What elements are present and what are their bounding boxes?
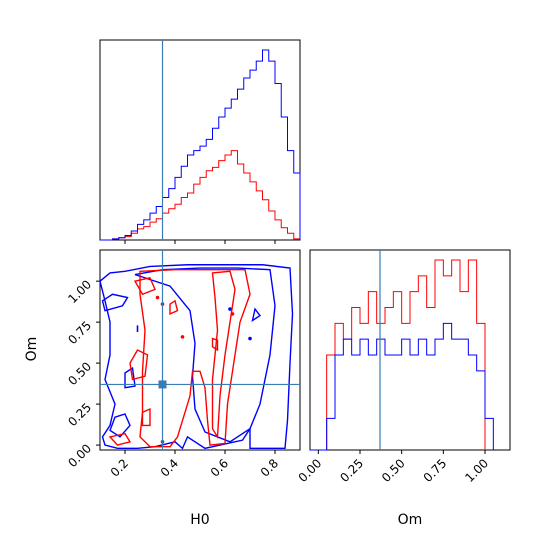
red-small-contour-6 <box>211 337 219 352</box>
joint-x-tick-label: 0.6 <box>208 456 231 479</box>
om-x-tick-label: 1.00 <box>462 456 491 485</box>
joint-x-tick-label: 0.8 <box>258 456 281 479</box>
x-axis-label-h0: H0 <box>190 512 209 528</box>
blue-small-contour-1 <box>101 293 129 312</box>
om-histogram-blue-series <box>310 322 494 451</box>
red-dot-1 <box>155 295 160 300</box>
blue-small-contour-3 <box>124 366 136 389</box>
om-histogram-panel: 0.00 0.25 0.50 0.75 1.00 <box>296 249 511 485</box>
x-axis-label-om: Om <box>398 512 423 528</box>
red-inner-contour <box>211 270 236 440</box>
blue-small-contour-4 <box>251 307 262 323</box>
blue-inner-contour <box>134 267 276 443</box>
blue-dot-1 <box>248 336 252 341</box>
om-x-tick-label: 0.50 <box>379 456 408 485</box>
joint-x-tick-label: 0.2 <box>108 456 131 479</box>
red-dot-3 <box>230 312 235 316</box>
joint-y-tick-label: 1.00 <box>65 277 94 306</box>
red-small-contour-1 <box>133 277 156 296</box>
joint-y-tick-label: 0.25 <box>65 400 94 429</box>
blue-dot-2 <box>228 307 232 311</box>
h0-histogram-panel <box>99 39 301 244</box>
om-x-tick-label: 0.75 <box>421 456 450 485</box>
h0-histogram-red-series <box>100 150 301 241</box>
blue-outer-contour <box>99 264 294 450</box>
h0-om-contour-panel: 0.2 0.4 0.6 0.8 0.00 0.25 0.50 0.75 1.00 <box>65 249 301 480</box>
om-x-tick-label: 0.00 <box>296 456 325 485</box>
red-small-contour-4 <box>108 432 132 446</box>
joint-y-tick-label: 0.00 <box>65 441 94 470</box>
red-dot-2 <box>180 335 185 339</box>
red-small-contour-3 <box>141 407 151 427</box>
red-small-contour-5 <box>169 299 179 316</box>
y-axis-label-om: Om <box>24 337 40 362</box>
blue-small-contour-2 <box>109 413 131 438</box>
joint-y-tick-label: 0.50 <box>65 359 94 388</box>
joint-frame <box>99 249 301 451</box>
joint-y-tick-label: 0.75 <box>65 318 94 347</box>
om-x-tick-label: 0.25 <box>337 456 366 485</box>
joint-x-tick-label: 0.4 <box>158 456 181 479</box>
om-histogram-frame <box>309 249 511 451</box>
joint-truth-marker <box>158 380 167 389</box>
red-small-contour-2 <box>129 349 149 381</box>
h0-histogram-blue-series <box>100 49 301 241</box>
h0-histogram-frame <box>99 39 301 241</box>
